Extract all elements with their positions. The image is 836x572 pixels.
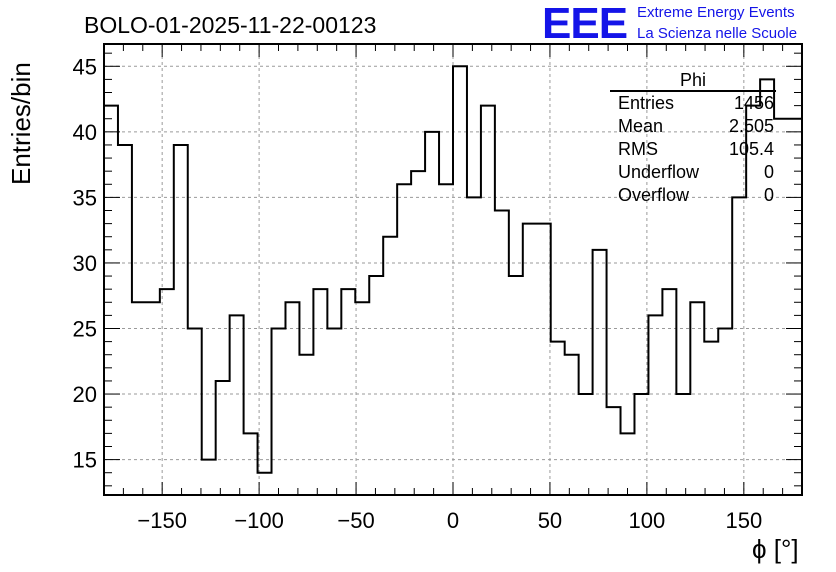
stats-row-entries: Entries 1456 bbox=[618, 93, 774, 113]
x-tick-label: 100 bbox=[629, 508, 666, 533]
x-tick-label: −100 bbox=[234, 508, 284, 533]
x-tick-label: 50 bbox=[538, 508, 562, 533]
logo-line-2: La Scienza nelle Scuole bbox=[637, 25, 798, 42]
stats-row-mean: Mean 2.505 bbox=[618, 116, 774, 136]
eee-logo: EEE bbox=[542, 0, 628, 48]
y-tick-label: 30 bbox=[73, 251, 97, 276]
axis-ticks: −150 −100 −50 0 50 100 150 15 20 25 30 35 40 45 bbox=[73, 44, 802, 533]
stats-row-underflow: Underflow 0 bbox=[618, 162, 774, 182]
x-tick-label: −50 bbox=[337, 508, 374, 533]
stats-row-overflow: Overflow 0 bbox=[618, 185, 774, 205]
x-tick-label: 0 bbox=[447, 508, 459, 533]
x-axis-label: ϕ [°] bbox=[752, 534, 799, 564]
y-tick-label: 40 bbox=[73, 120, 97, 145]
x-tick-label: 150 bbox=[725, 508, 762, 533]
y-tick-label: 45 bbox=[73, 54, 97, 79]
y-tick-label: 25 bbox=[73, 316, 97, 341]
y-axis-label: Entries/bin bbox=[6, 62, 36, 185]
histogram-line bbox=[104, 65, 802, 474]
logo-line-1: Extreme Energy Events bbox=[637, 4, 795, 21]
run-title: BOLO-01-2025-11-22-00123 bbox=[84, 12, 377, 38]
y-tick-label: 15 bbox=[73, 448, 97, 473]
stats-row-rms: RMS 105.4 bbox=[618, 139, 774, 159]
stats-box: Phi Entries 1456 Mean 2.505 RMS 105.4 Under… bbox=[610, 70, 776, 207]
x-tick-label: −150 bbox=[137, 508, 187, 533]
y-tick-label: 20 bbox=[73, 382, 97, 407]
stats-title: Phi bbox=[610, 70, 776, 92]
y-tick-label: 35 bbox=[73, 185, 97, 210]
